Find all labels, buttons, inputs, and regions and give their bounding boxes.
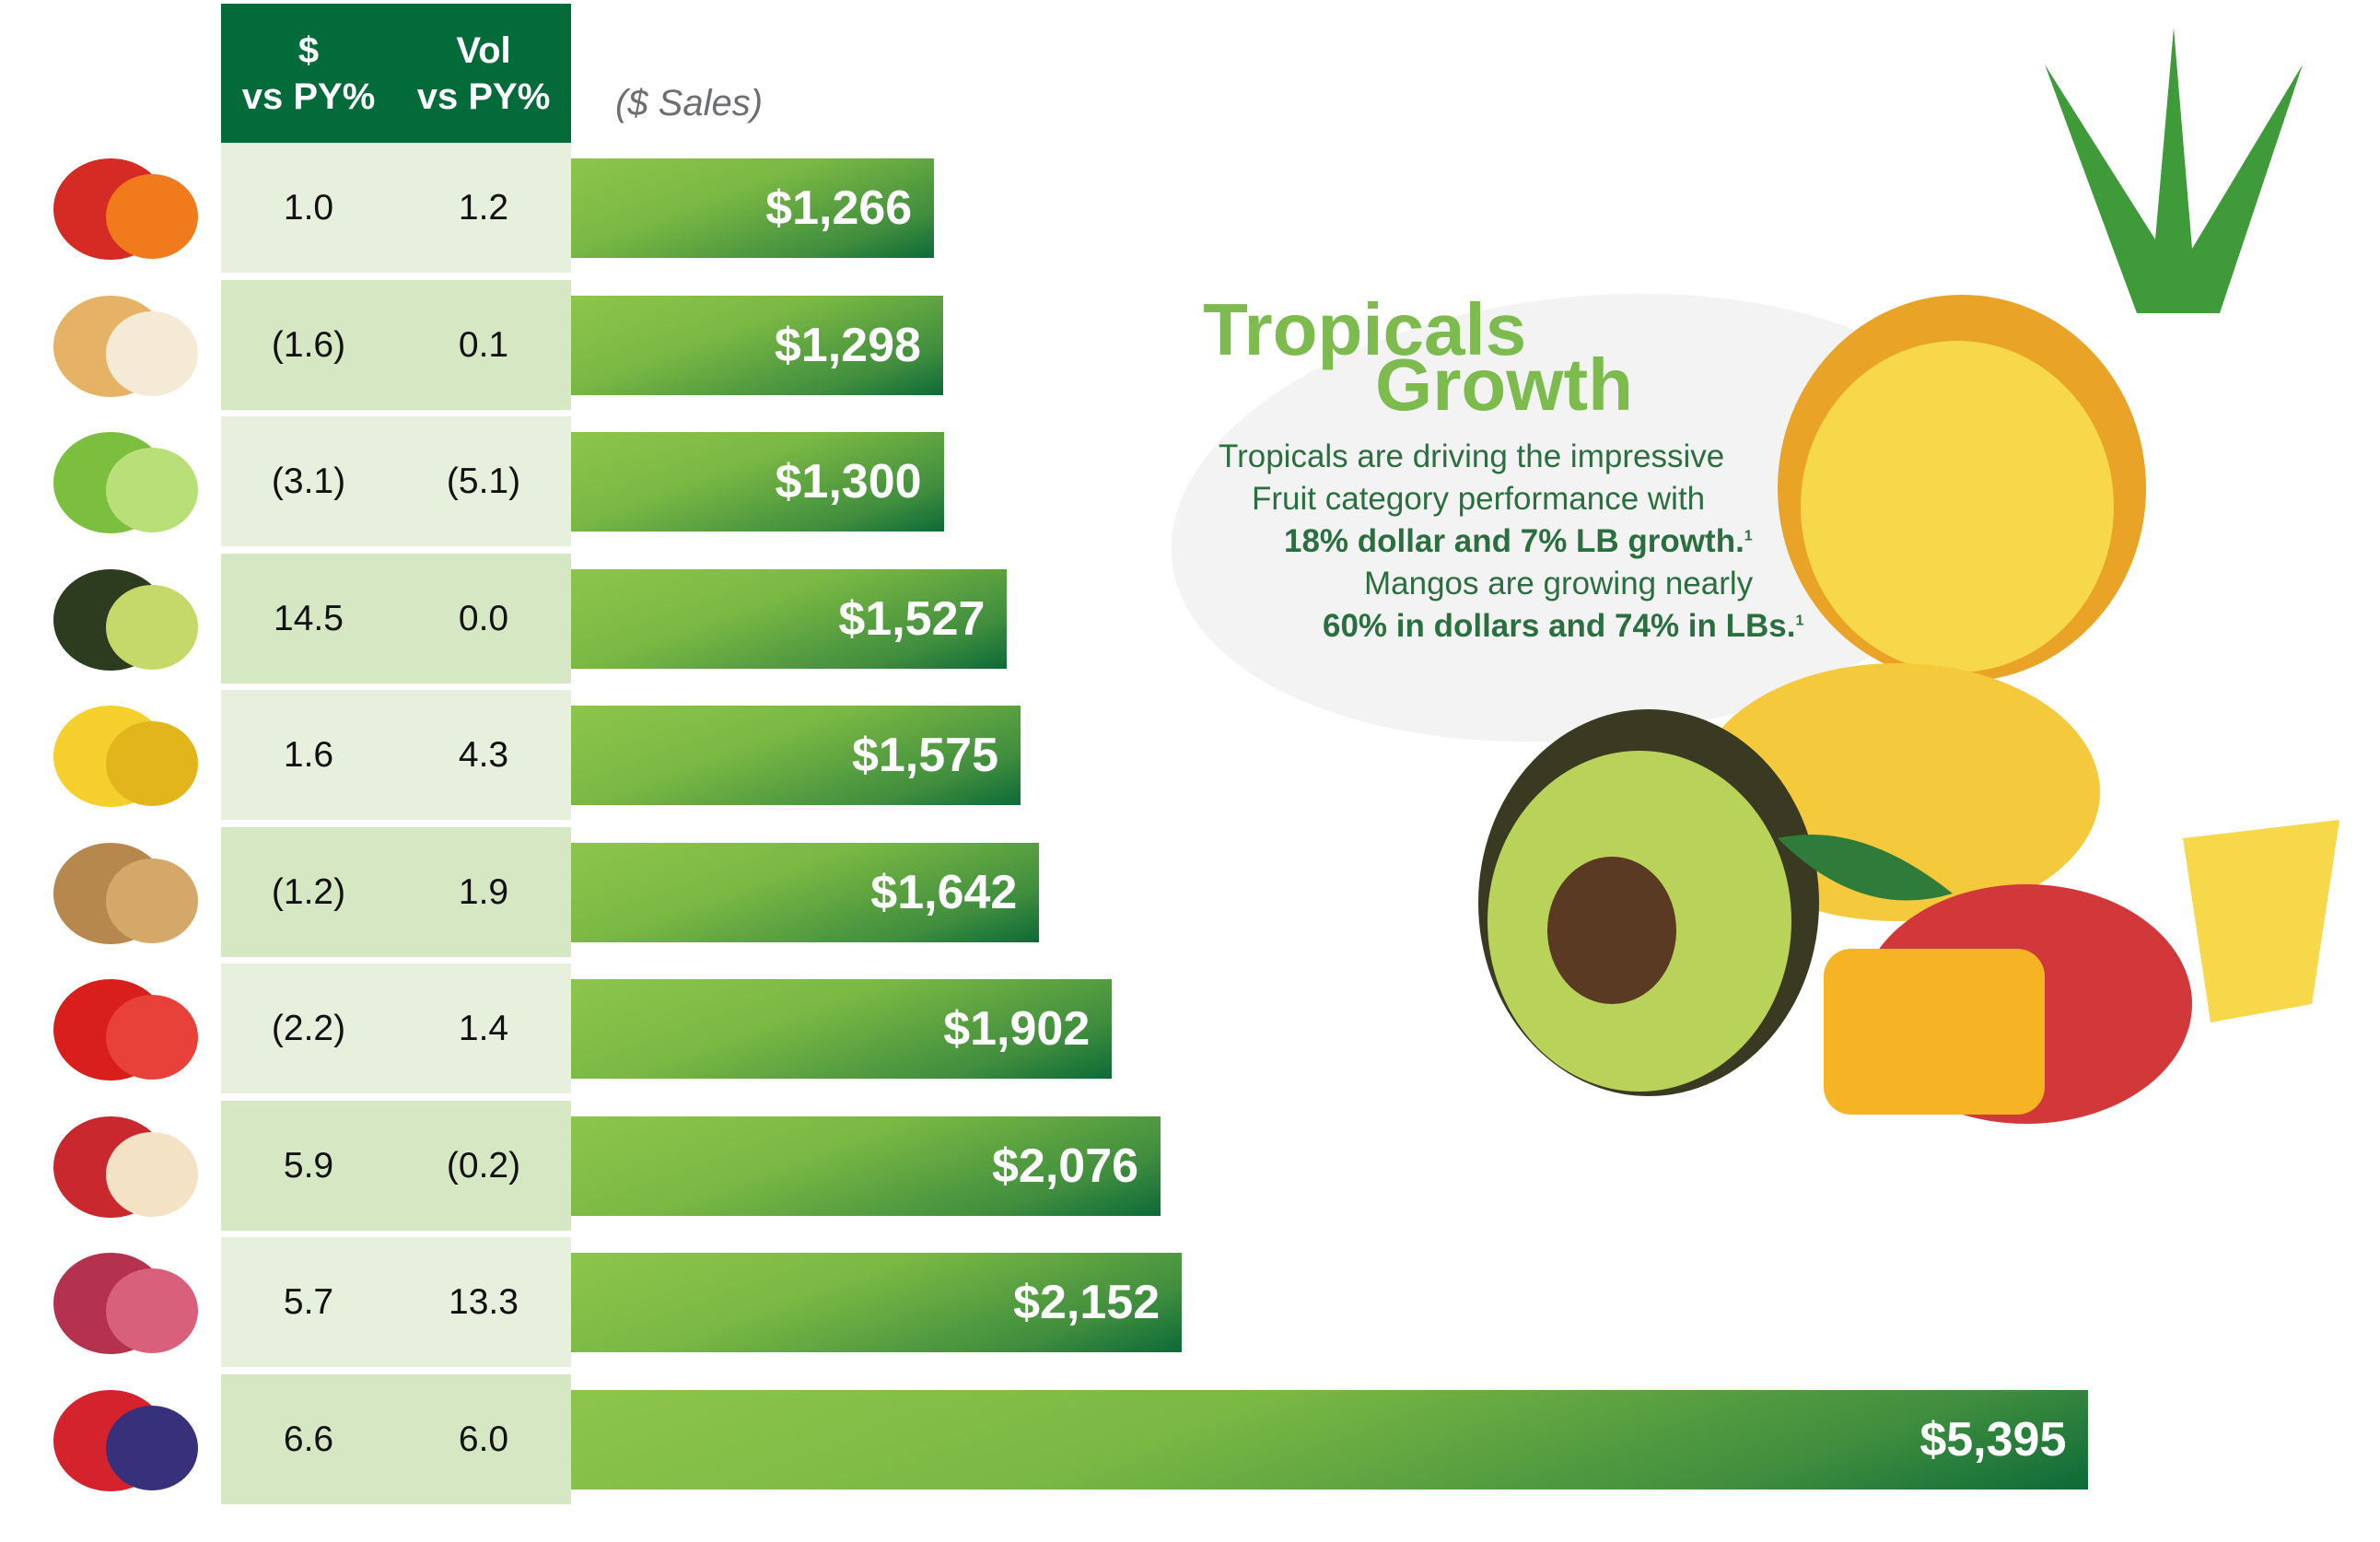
header-line: vs PY% xyxy=(416,76,551,117)
bar: $2,076 xyxy=(571,1116,1161,1216)
bar-value-label: $2,152 xyxy=(1013,1276,1161,1329)
dollar-vs-py-cell: (1.6) xyxy=(271,324,346,365)
footnote-marker: 1 xyxy=(1795,613,1804,629)
table-row: 6.6 6.0 xyxy=(221,1373,571,1504)
callout-text-line3: 18% dollar and 7% LB growth.1 xyxy=(1284,523,1753,560)
callout-bold-text: 60% in dollars and 74% in LBs. xyxy=(1323,608,1796,644)
vol-vs-py-cell: 4.3 xyxy=(458,735,509,775)
avocado-icon xyxy=(37,554,221,683)
bar-value-label: $1,642 xyxy=(870,865,1018,919)
header-dollar-vs-py: $ vs PY% xyxy=(221,28,396,120)
dollar-vs-py-cell: 1.6 xyxy=(283,735,334,775)
vol-vs-py-cell: 1.4 xyxy=(458,1009,509,1048)
apple-icon xyxy=(37,1101,221,1231)
table-header: $ vs PY% Vol vs PY% xyxy=(221,4,571,143)
header-line: Vol xyxy=(456,30,511,71)
banana-icon xyxy=(37,690,221,820)
bar: $1,527 xyxy=(571,568,1008,669)
pineapple-icon xyxy=(1695,28,2339,1022)
dollar-vs-py-cell: (1.2) xyxy=(271,871,346,912)
potato-icon xyxy=(37,827,221,957)
vol-vs-py-cell: 0.1 xyxy=(458,324,509,365)
callout-text-line5: 60% in dollars and 74% in LBs.1 xyxy=(1323,608,1803,645)
onion-icon xyxy=(37,280,221,410)
table-row: 14.5 0.0 xyxy=(221,553,571,683)
bar-value-label: $1,527 xyxy=(838,591,986,646)
vol-vs-py-cell: 1.9 xyxy=(458,871,509,912)
table-row: (3.1) (5.1) xyxy=(221,416,571,546)
callout-title-line2: Growth xyxy=(1375,344,1633,426)
bar-value-label: $1,575 xyxy=(851,729,998,782)
tropical-fruits-illustration xyxy=(1478,28,2339,1124)
lettuce-icon xyxy=(37,416,221,546)
table-row: 5.9 (0.2) xyxy=(221,1100,571,1231)
callout-title-line1: Tropicals xyxy=(1203,288,1527,370)
callout-text-line4: Mangos are growing nearly xyxy=(1364,566,1754,602)
tomato-icon xyxy=(37,964,221,1093)
table-row: 1.0 1.2 xyxy=(221,143,571,273)
bar: $1,298 xyxy=(571,295,943,395)
dollar-vs-py-cell: 1.0 xyxy=(283,188,334,228)
callout-text-line2: Fruit category performance with xyxy=(1252,481,1706,517)
table-row: 5.7 13.3 xyxy=(221,1237,571,1367)
callout-text-line1: Tropicals are driving the impressive xyxy=(1219,438,1725,474)
vol-vs-py-cell: (0.2) xyxy=(446,1145,521,1186)
bar: $1,266 xyxy=(571,158,935,258)
dollar-vs-py-cell: (3.1) xyxy=(271,461,346,501)
bar: $2,152 xyxy=(571,1253,1183,1352)
vol-vs-py-cell: (5.1) xyxy=(446,461,521,501)
grapes-icon xyxy=(37,1237,221,1367)
dollar-vs-py-cell: 6.6 xyxy=(283,1419,334,1459)
bell-peppers-icon xyxy=(37,143,221,273)
bar-value-label: $2,076 xyxy=(992,1139,1139,1193)
table-row: (2.2) 1.4 xyxy=(221,964,571,1093)
footnote-marker: 1 xyxy=(1744,528,1753,544)
table-row: 1.6 4.3 xyxy=(221,690,571,820)
vol-vs-py-cell: 0.0 xyxy=(458,598,509,638)
bar-value-label: $1,266 xyxy=(765,181,913,235)
bar: $1,575 xyxy=(571,706,1021,805)
bar: $1,642 xyxy=(571,842,1040,942)
vol-vs-py-cell: 1.2 xyxy=(458,188,509,228)
bar: $1,902 xyxy=(571,979,1113,1079)
vol-vs-py-cell: 13.3 xyxy=(449,1282,519,1322)
header-line: vs PY% xyxy=(241,76,376,117)
header-vol-vs-py: Vol vs PY% xyxy=(396,28,571,120)
dollar-vs-py-cell: 5.7 xyxy=(283,1282,334,1322)
header-line: $ xyxy=(298,30,320,71)
dollar-vs-py-cell: 14.5 xyxy=(274,598,344,638)
table-row: (1.2) 1.9 xyxy=(221,826,571,957)
table-row: (1.6) 0.1 xyxy=(221,279,571,410)
unit-label: ($ Sales) xyxy=(615,83,764,123)
bar-value-label: $5,395 xyxy=(1919,1412,2067,1466)
bar-value-label: $1,300 xyxy=(775,455,922,508)
avocado-icon xyxy=(1478,709,1819,1096)
dollar-vs-py-cell: 5.9 xyxy=(283,1145,334,1186)
bar-value-label: $1,902 xyxy=(943,1002,1091,1056)
berries-icon xyxy=(37,1374,221,1504)
dollar-vs-py-cell: (2.2) xyxy=(271,1009,346,1048)
callout-bold-text: 18% dollar and 7% LB growth. xyxy=(1284,523,1744,559)
bar: $5,395 xyxy=(571,1389,2089,1489)
bar-value-label: $1,298 xyxy=(774,318,921,372)
bar: $1,300 xyxy=(571,432,944,532)
mango-icon xyxy=(1778,835,2192,1124)
vol-vs-py-cell: 6.0 xyxy=(458,1419,509,1459)
